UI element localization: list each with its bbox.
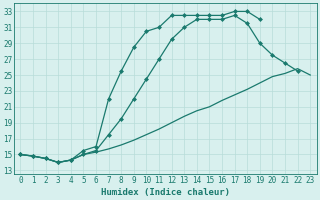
- X-axis label: Humidex (Indice chaleur): Humidex (Indice chaleur): [101, 188, 230, 197]
